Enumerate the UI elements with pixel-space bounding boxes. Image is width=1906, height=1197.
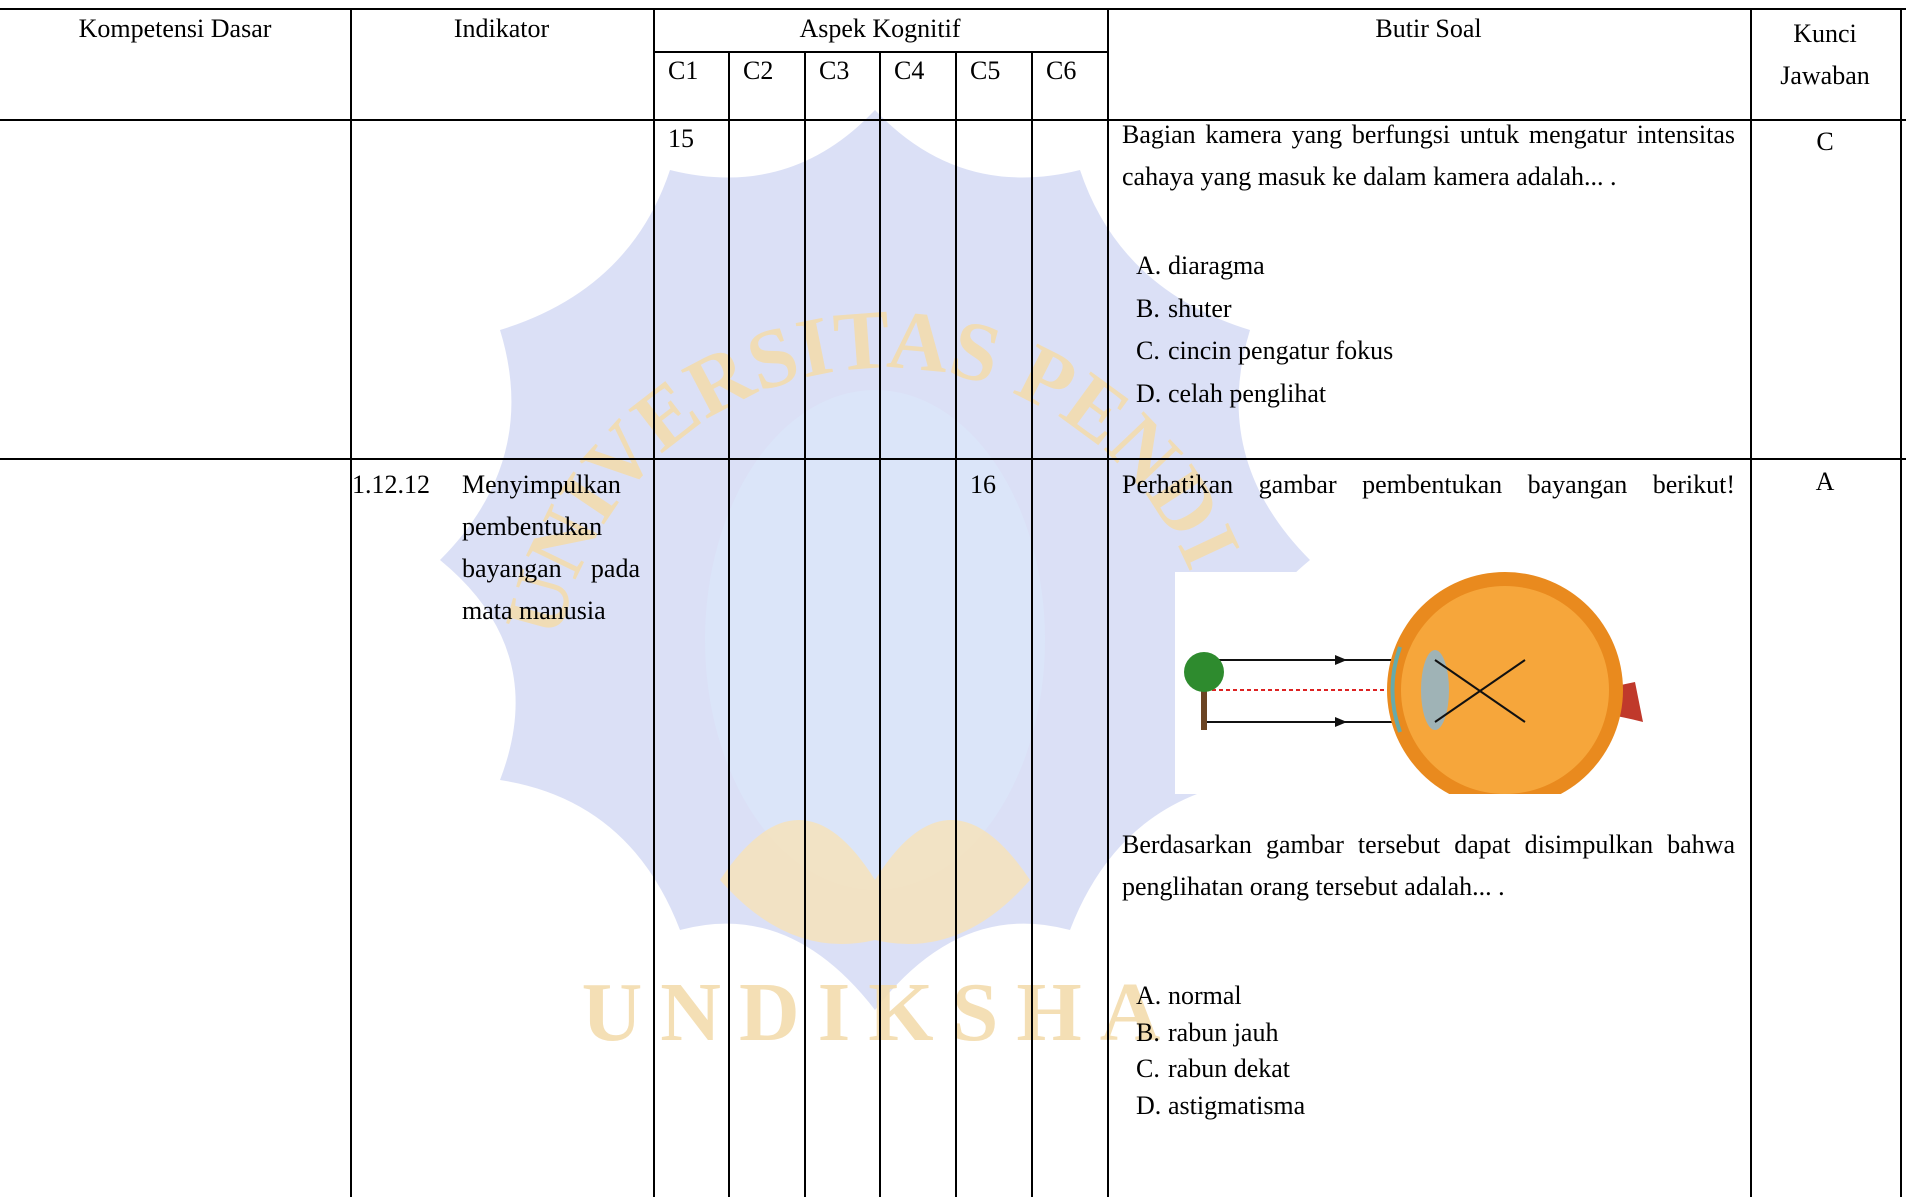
border [1031,51,1033,1197]
question-intro: Perhatikan gambar pembentukan bayangan b… [1122,470,1735,499]
indicator-number: 1.12.12 [352,470,430,499]
border [955,51,957,1197]
option-text: rabun dekat [1168,1054,1291,1083]
option-text: diaragma [1168,251,1265,280]
border [350,8,352,1197]
option: C. rabun dekat [1122,1053,1290,1085]
option-text: rabun jauh [1168,1017,1279,1047]
option-letter: C. [1136,336,1160,365]
watermark-lotus [720,820,1030,944]
option-text: astigmatisma [1168,1090,1306,1120]
option: D. astigmatisma [1122,1090,1305,1122]
eye-diagram [1175,572,1643,794]
border [1107,8,1109,1197]
border [0,119,1906,121]
option-text: shuter [1168,293,1232,323]
cognitive-level: C1 [668,56,699,85]
border [1750,8,1752,1197]
option-letter: B. [1136,1017,1160,1047]
question-number: 15 [668,124,694,153]
border [0,458,1906,460]
watermark-emblem [705,390,1045,890]
header-cell: Indikator [453,14,550,43]
border [653,8,655,1197]
watermark-bottom-text: UNDIKSHA [582,966,1179,1059]
cognitive-level: C2 [743,56,774,85]
option: A. diaragma [1122,250,1265,282]
option: B. shuter [1122,293,1232,325]
option: A. normal [1122,980,1242,1012]
option-letter: B. [1136,293,1160,323]
question: Berdasarkan gambar tersebut dapat disimp… [1122,830,1735,901]
cognitive-level: C5 [970,56,1001,85]
option-letter: D. [1136,378,1162,408]
indicator-text: Menyimpulkan pembentukan bayangan pada m… [462,470,640,625]
cognitive-level: C6 [1046,56,1077,85]
header-cell: Butir Soal [1375,14,1482,43]
option: B. rabun jauh [1122,1017,1278,1049]
option-letter: A. [1136,981,1162,1010]
cognitive-level: C3 [819,56,850,85]
option-text: celah penglihat [1168,378,1327,408]
option-text: normal [1168,981,1242,1010]
question-number: 16 [970,470,996,499]
header-cell: Kompetensi Dasar [78,14,272,43]
border [0,8,1906,10]
border [728,51,730,1197]
option: D. celah penglihat [1122,378,1326,410]
header-cell: Kunci Jawaban [1780,19,1870,90]
border [804,51,806,1197]
border [1900,8,1902,1197]
border [879,51,881,1197]
header-cell: Aspek Kognitif [799,14,961,43]
option-letter: A. [1136,251,1162,280]
cognitive-level: C4 [894,56,925,85]
answer: A [1815,467,1835,496]
option-text: cincin pengatur fokus [1168,336,1394,365]
option-letter: D. [1136,1090,1162,1120]
question: Bagian kamera yang berfungsi untuk menga… [1122,120,1735,191]
option-letter: C. [1136,1054,1160,1083]
option: C. cincin pengatur fokus [1122,335,1393,367]
answer: C [1816,127,1834,156]
